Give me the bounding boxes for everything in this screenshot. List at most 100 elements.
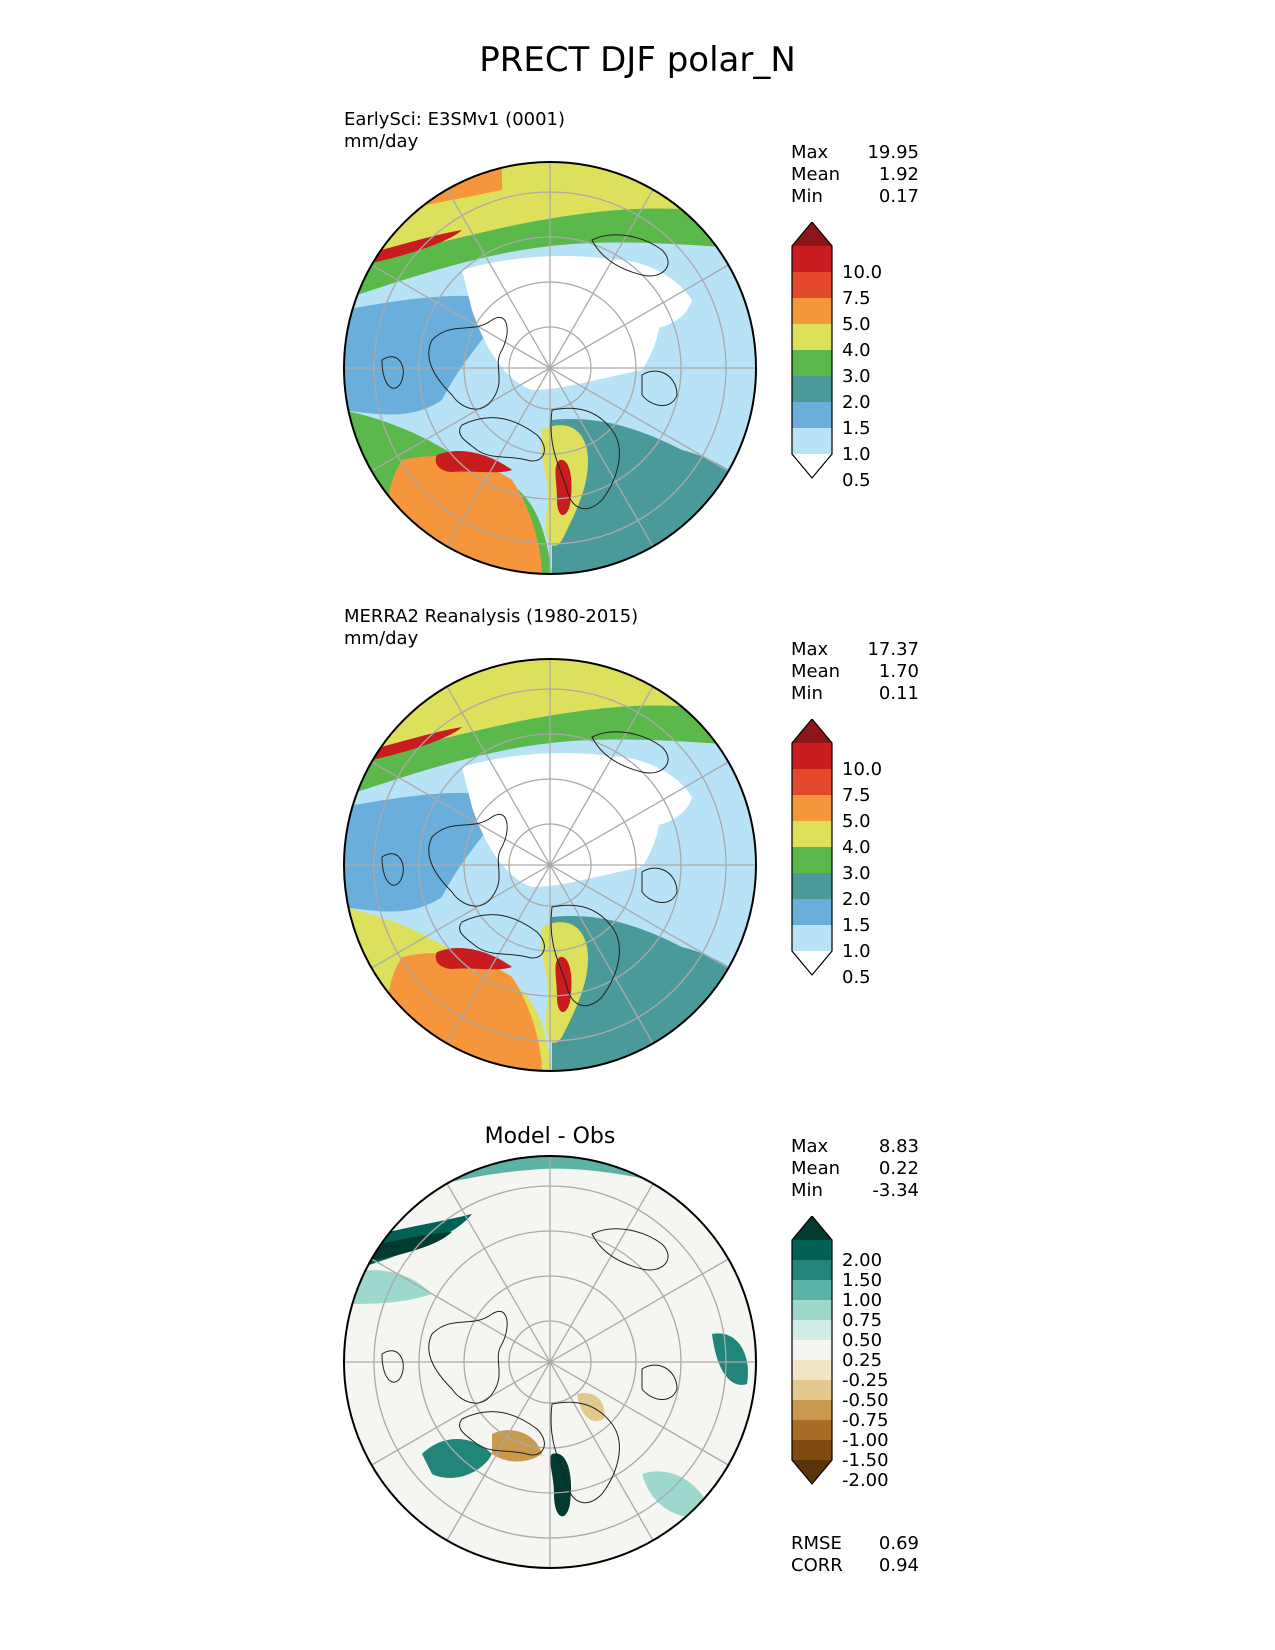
colorbar-tick-label: 10.0 <box>842 759 882 780</box>
colorbar-tick-label: 1.5 <box>842 915 871 936</box>
precip-region <box>362 230 462 265</box>
colorbar-tick-label: 5.0 <box>842 811 871 832</box>
colorbar-tick-label: -1.50 <box>842 1450 889 1471</box>
rmse-value: 0.69 <box>878 1533 919 1554</box>
colorbar-tick-label: 5.0 <box>842 314 871 335</box>
colorbar-segment <box>792 1320 832 1341</box>
stat-max-value: 17.37 <box>867 639 919 660</box>
colorbar-tick-label: 1.0 <box>842 444 871 465</box>
precip-region <box>592 756 692 827</box>
stats-obs: Max 17.37 Mean 1.70 Min 0.11 <box>791 639 919 705</box>
precip-region <box>555 956 572 1013</box>
stat-min-value: -3.34 <box>872 1180 919 1201</box>
polar-map-diff <box>343 1155 757 1569</box>
colorbar-tick-label: -2.00 <box>842 1470 889 1491</box>
colorbar-model: 0.5 1.0 1.5 2.0 3.0 4.0 5.0 7.5 10.0 <box>791 222 882 491</box>
colorbar-tick-label: 7.5 <box>842 288 871 309</box>
precip-region <box>550 1453 572 1517</box>
precip-region <box>344 792 512 912</box>
coastline <box>550 904 620 1007</box>
stat-mean-label: Mean <box>791 164 841 185</box>
colorbar-tick-label: 0.25 <box>842 1350 882 1371</box>
colorbar-segment <box>792 350 832 377</box>
precip-region <box>555 459 572 516</box>
colorbar-segment <box>792 873 832 900</box>
stat-mean-value: 0.22 <box>878 1158 919 1179</box>
stat-mean-label: Mean <box>791 1158 841 1179</box>
map-boundary <box>343 1155 757 1569</box>
colorbar-tick-label: -0.25 <box>842 1370 889 1391</box>
colorbar-tick-label: 0.5 <box>842 470 871 491</box>
colorbar-tick-label: 3.0 <box>842 366 871 387</box>
stat-min-label: Min <box>791 683 823 704</box>
coastline <box>381 1350 404 1383</box>
colorbar-segment <box>792 376 832 403</box>
colorbar-tick-label: 7.5 <box>842 785 871 806</box>
panel-title-diff: Model - Obs <box>484 1124 616 1149</box>
precip-region <box>344 705 756 797</box>
stat-max-value: 19.95 <box>867 142 919 163</box>
colorbar-segment <box>792 272 832 299</box>
stat-min-label: Min <box>791 186 823 207</box>
colorbar-obs: 0.5 1.0 1.5 2.0 3.0 4.0 5.0 7.5 10.0 <box>791 719 882 988</box>
colorbar-segment <box>792 925 832 952</box>
colorbar-extension-top <box>792 1216 832 1240</box>
colorbar-tick-label: 2.0 <box>842 392 871 413</box>
coastline <box>459 914 545 959</box>
colorbar-segment <box>792 743 832 770</box>
colorbar-segment <box>792 1440 832 1461</box>
colorbar-segment <box>792 1260 832 1281</box>
precip-region <box>362 727 462 762</box>
stat-max-label: Max <box>791 1136 829 1157</box>
colorbar-segment <box>792 899 832 926</box>
colorbar-tick-label: 4.0 <box>842 340 871 361</box>
colorbar-tick-label: 0.5 <box>842 967 871 988</box>
polar-map-model <box>343 161 757 575</box>
stat-max-label: Max <box>791 142 829 163</box>
colorbar-tick-label: -0.75 <box>842 1410 889 1431</box>
coastline <box>591 1228 669 1271</box>
coastline <box>641 370 678 406</box>
precip-region <box>662 300 756 430</box>
coastline <box>381 356 404 389</box>
colorbar-outline <box>791 719 833 976</box>
precip-region <box>344 208 756 300</box>
colorbar-segment <box>792 769 832 796</box>
stats-model: Max 19.95 Mean 1.92 Min 0.17 <box>791 142 919 208</box>
coastline <box>591 731 669 774</box>
colorbar-segment <box>792 1340 832 1361</box>
colorbar-tick-label: 0.75 <box>842 1310 882 1331</box>
panel-units-model: mm/day <box>344 131 419 152</box>
colorbar-segment <box>792 298 832 325</box>
panel-units-obs: mm/day <box>344 628 419 649</box>
precip-region <box>662 797 756 927</box>
stat-mean-value: 1.70 <box>878 661 919 682</box>
precip-region <box>344 1270 432 1304</box>
meridian-line <box>371 761 729 969</box>
coastline <box>641 867 678 903</box>
stat-max-value: 8.83 <box>878 1136 919 1157</box>
coastline <box>428 317 508 410</box>
colorbar-segment <box>792 1420 832 1441</box>
map-boundary <box>343 161 757 575</box>
colorbar-segment <box>792 402 832 429</box>
coastline <box>381 853 404 886</box>
coastline <box>459 1411 545 1456</box>
colorbar-extension-bottom <box>792 951 832 975</box>
precip-region <box>712 1333 748 1385</box>
coastline <box>550 1401 620 1504</box>
colorbar-segment <box>792 847 832 874</box>
colorbar-diff: -2.00-1.50-1.00-0.75-0.50-0.250.250.500.… <box>791 1216 889 1491</box>
colorbar-segment <box>792 1380 832 1401</box>
colorbar-tick-label: -0.50 <box>842 1390 889 1411</box>
panel-label-model: EarlySci: E3SMv1 (0001) <box>344 109 566 130</box>
precip-region <box>642 1471 712 1518</box>
colorbar-extension-bottom <box>792 1460 832 1484</box>
colorbar-segment <box>792 428 832 455</box>
colorbar-tick-label: 1.50 <box>842 1270 882 1291</box>
colorbar-tick-label: 1.5 <box>842 418 871 439</box>
stat-mean-label: Mean <box>791 661 841 682</box>
coastline <box>428 1311 508 1404</box>
coastline <box>591 234 669 277</box>
stat-min-label: Min <box>791 1180 823 1201</box>
